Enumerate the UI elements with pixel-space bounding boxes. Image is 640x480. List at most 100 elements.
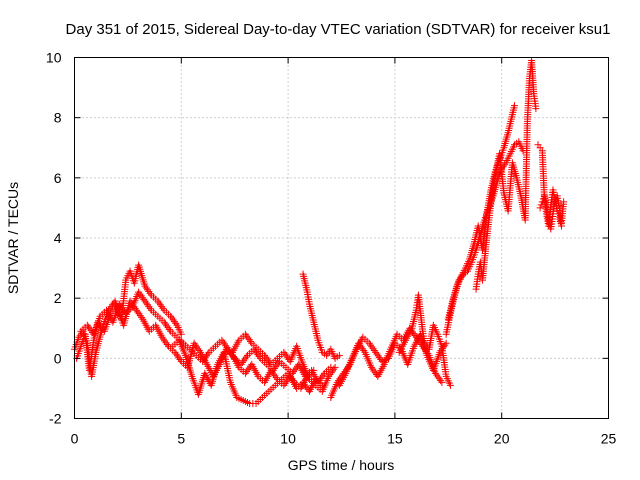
data-point — [355, 339, 363, 347]
data-point — [367, 363, 375, 371]
data-point — [367, 341, 375, 349]
data-point — [156, 301, 164, 309]
data-point — [326, 371, 334, 379]
data-point — [142, 284, 150, 292]
data-point — [193, 343, 201, 351]
data-point — [132, 306, 140, 314]
data-point — [135, 310, 143, 318]
data-point — [272, 374, 280, 382]
data-point — [261, 351, 269, 359]
data-point — [373, 350, 381, 358]
data-point — [85, 323, 93, 331]
data-point — [144, 286, 152, 294]
data-point — [315, 377, 323, 385]
data-point — [194, 345, 202, 353]
data-point — [442, 339, 450, 347]
data-point — [145, 288, 153, 296]
data-point — [264, 357, 272, 365]
data-point — [270, 365, 278, 373]
y-tick-label: 8 — [54, 110, 62, 126]
data-point — [335, 351, 343, 359]
data-point — [434, 373, 442, 381]
y-tick-label: 4 — [54, 230, 62, 246]
data-point — [136, 312, 144, 320]
data-point — [87, 327, 95, 335]
data-point — [411, 331, 419, 339]
data-point — [255, 353, 263, 361]
data-point — [145, 303, 153, 311]
data-point — [200, 356, 208, 364]
data-point — [282, 352, 290, 360]
y-tick-label: -2 — [49, 411, 62, 427]
data-point — [224, 345, 232, 353]
data-point — [370, 367, 378, 375]
data-point — [319, 371, 327, 379]
data-point — [220, 340, 228, 348]
data-point — [158, 333, 166, 341]
data-point — [317, 375, 325, 383]
data-point — [172, 350, 180, 358]
data-point — [237, 360, 245, 368]
data-point — [416, 339, 424, 347]
data-point — [281, 380, 289, 388]
data-point — [203, 352, 211, 360]
data-point — [244, 334, 252, 342]
data-point — [243, 332, 251, 340]
data-point — [310, 366, 318, 374]
data-point — [360, 347, 368, 355]
data-point — [247, 337, 255, 345]
data-point — [245, 336, 253, 344]
data-point — [160, 318, 168, 326]
data-point — [280, 381, 288, 389]
data-point — [119, 306, 127, 314]
data-point — [218, 336, 226, 344]
y-axis-label: SDTVAR / TECUs — [5, 182, 21, 294]
data-point — [376, 354, 384, 362]
data-point — [289, 377, 297, 385]
data-point — [159, 335, 167, 343]
axis-ticks — [74, 57, 609, 419]
data-point — [161, 337, 169, 345]
data-point — [137, 292, 145, 300]
data-point — [262, 353, 270, 361]
data-point — [435, 375, 443, 383]
data-point — [222, 342, 230, 350]
y-tick-labels: -2 0 2 4 6 8 10 — [46, 50, 62, 427]
data-point — [134, 308, 142, 316]
data-point — [115, 300, 123, 308]
data-point — [154, 297, 162, 305]
data-point — [241, 355, 249, 363]
data-point — [438, 378, 446, 386]
data-point — [159, 304, 167, 312]
data-point — [172, 319, 180, 327]
data-point — [368, 343, 376, 351]
data-point — [370, 347, 378, 355]
data-point — [280, 348, 288, 356]
data-point — [271, 372, 279, 380]
data-point — [141, 282, 149, 290]
data-point — [155, 299, 163, 307]
data-point — [331, 363, 339, 371]
x-tick-label: 5 — [177, 431, 185, 447]
data-point — [173, 352, 181, 360]
data-point — [288, 375, 296, 383]
data-point — [414, 335, 422, 343]
data-point — [191, 341, 199, 349]
data-point — [318, 373, 326, 381]
data-point — [229, 353, 237, 361]
data-point — [135, 288, 143, 296]
data-point — [263, 355, 271, 363]
data-point — [358, 345, 366, 353]
data-point — [168, 314, 176, 322]
data-point — [558, 222, 566, 230]
data-point — [372, 348, 380, 356]
y-tick-label: 10 — [46, 50, 62, 66]
x-tick-label: 10 — [280, 431, 296, 447]
data-point — [273, 361, 281, 369]
data-point — [158, 303, 166, 311]
data-point — [223, 344, 231, 352]
data-point — [177, 330, 185, 338]
data-point — [269, 366, 277, 374]
chart-title: Day 351 of 2015, Sidereal Day-to-day VTE… — [66, 21, 611, 38]
data-point — [161, 320, 169, 328]
